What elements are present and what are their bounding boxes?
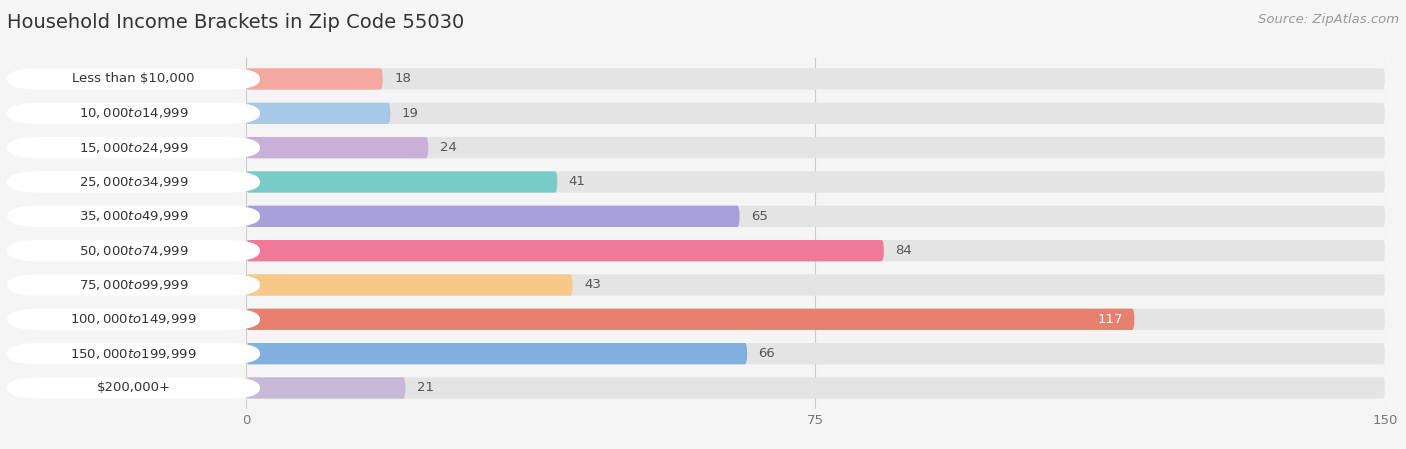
FancyBboxPatch shape	[246, 308, 1135, 330]
FancyBboxPatch shape	[246, 343, 747, 364]
Text: 19: 19	[402, 107, 419, 120]
FancyBboxPatch shape	[246, 137, 429, 158]
FancyBboxPatch shape	[246, 274, 1385, 295]
Text: 66: 66	[759, 347, 775, 360]
Text: $10,000 to $14,999: $10,000 to $14,999	[79, 106, 188, 120]
FancyBboxPatch shape	[246, 343, 1385, 364]
Text: 117: 117	[1098, 313, 1123, 326]
Text: $75,000 to $99,999: $75,000 to $99,999	[79, 278, 188, 292]
Text: 41: 41	[568, 176, 586, 189]
FancyBboxPatch shape	[246, 68, 1385, 90]
FancyBboxPatch shape	[246, 172, 557, 193]
FancyBboxPatch shape	[246, 240, 884, 261]
FancyBboxPatch shape	[246, 172, 1385, 193]
Text: $100,000 to $149,999: $100,000 to $149,999	[70, 313, 197, 326]
Text: Household Income Brackets in Zip Code 55030: Household Income Brackets in Zip Code 55…	[7, 13, 464, 32]
Text: $35,000 to $49,999: $35,000 to $49,999	[79, 209, 188, 223]
Text: 43: 43	[583, 278, 600, 291]
FancyBboxPatch shape	[246, 377, 405, 399]
Text: 24: 24	[440, 141, 457, 154]
FancyBboxPatch shape	[246, 103, 1385, 124]
Text: 21: 21	[416, 382, 434, 395]
FancyBboxPatch shape	[246, 68, 382, 90]
FancyBboxPatch shape	[246, 103, 391, 124]
FancyBboxPatch shape	[246, 137, 1385, 158]
Text: $50,000 to $74,999: $50,000 to $74,999	[79, 244, 188, 258]
Text: $15,000 to $24,999: $15,000 to $24,999	[79, 141, 188, 154]
FancyBboxPatch shape	[246, 206, 1385, 227]
FancyBboxPatch shape	[246, 206, 740, 227]
Text: 18: 18	[394, 72, 411, 85]
Text: $200,000+: $200,000+	[97, 382, 170, 395]
FancyBboxPatch shape	[246, 240, 1385, 261]
FancyBboxPatch shape	[246, 308, 1385, 330]
Text: Source: ZipAtlas.com: Source: ZipAtlas.com	[1258, 13, 1399, 26]
Text: $150,000 to $199,999: $150,000 to $199,999	[70, 347, 197, 361]
Text: Less than $10,000: Less than $10,000	[72, 72, 195, 85]
FancyBboxPatch shape	[246, 274, 572, 295]
FancyBboxPatch shape	[246, 377, 1385, 399]
Text: 65: 65	[751, 210, 768, 223]
Text: 84: 84	[896, 244, 912, 257]
Text: $25,000 to $34,999: $25,000 to $34,999	[79, 175, 188, 189]
